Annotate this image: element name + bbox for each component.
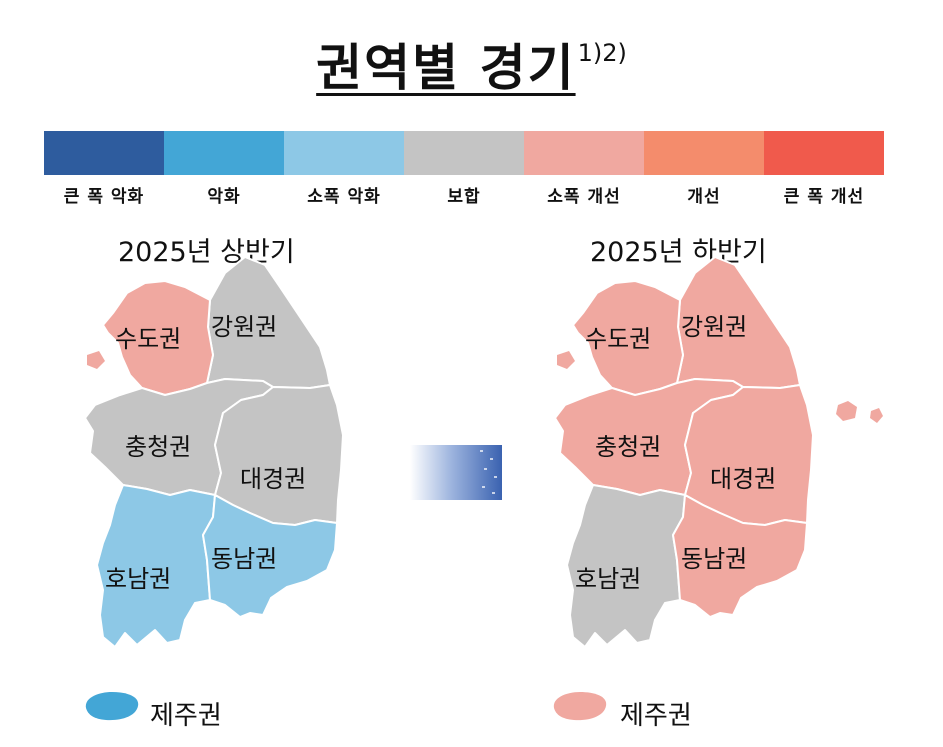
legend-label: 보합 bbox=[447, 187, 481, 207]
region-label-capital: 수도권 bbox=[585, 325, 651, 353]
legend-swatch-1 bbox=[164, 131, 284, 175]
region-label-daegyeong: 대경권 bbox=[710, 465, 776, 493]
title-text: 권역별 경기 bbox=[316, 39, 576, 97]
korea-map-second-half: 수도권 강원권 충청권 대경권 호남권 동남권 bbox=[554, 256, 883, 648]
legend-label: 큰 폭 개선 bbox=[783, 187, 865, 207]
region-daegyeong bbox=[684, 384, 814, 526]
island-ganghwa bbox=[557, 351, 575, 369]
region-label-capital: 수도권 bbox=[115, 325, 181, 353]
legend-swatch-2 bbox=[284, 131, 404, 175]
legend-label: 악화 bbox=[207, 187, 241, 207]
jeju-island-second-half bbox=[553, 692, 607, 721]
legend-labels: 큰 폭 악화 악화 소폭 악화 보합 소폭 개선 개선 큰 폭 개선 bbox=[44, 182, 884, 207]
region-label-honam: 호남권 bbox=[575, 565, 641, 593]
region-label-dongnam: 동남권 bbox=[681, 545, 747, 573]
region-label-gangwon: 강원권 bbox=[681, 313, 747, 341]
legend-swatch-4 bbox=[524, 131, 644, 175]
region-dongnam bbox=[672, 494, 808, 618]
legend-swatch-5 bbox=[644, 131, 764, 175]
legend-label: 소폭 악화 bbox=[307, 187, 381, 207]
region-label-dongnam: 동남권 bbox=[211, 545, 277, 573]
transition-arrow-icon bbox=[410, 445, 502, 500]
region-daegyeong bbox=[214, 384, 344, 526]
jeju-island-first-half bbox=[85, 692, 139, 721]
jeju-label-first-half: 제주권 bbox=[150, 701, 222, 731]
region-dongnam bbox=[202, 494, 338, 618]
map-title-first-half: 2025년 상반기 bbox=[118, 237, 295, 268]
page-title: 권역별 경기1)2) bbox=[0, 28, 943, 100]
legend-label: 소폭 개선 bbox=[547, 187, 621, 207]
region-label-daegyeong: 대경권 bbox=[240, 465, 306, 493]
legend-label: 개선 bbox=[687, 187, 721, 207]
island-ganghwa bbox=[87, 351, 105, 369]
legend-swatch-3 bbox=[404, 131, 524, 175]
legend-label: 큰 폭 악화 bbox=[63, 187, 145, 207]
region-label-honam: 호남권 bbox=[105, 565, 171, 593]
legend-color-bar bbox=[44, 131, 884, 175]
korea-map-first-half: 수도권 강원권 충청권 대경권 호남권 동남권 bbox=[84, 256, 344, 648]
island-ulleung bbox=[836, 401, 857, 421]
map-title-second-half: 2025년 하반기 bbox=[590, 237, 767, 268]
legend-swatch-6 bbox=[764, 131, 884, 175]
jeju-label-second-half: 제주권 bbox=[620, 701, 692, 731]
title-footnote: 1)2) bbox=[577, 39, 627, 67]
island-dokdo bbox=[870, 408, 883, 423]
legend-swatch-0 bbox=[44, 131, 164, 175]
region-label-gangwon: 강원권 bbox=[211, 313, 277, 341]
region-label-chungcheong: 충청권 bbox=[125, 433, 191, 461]
region-label-chungcheong: 충청권 bbox=[595, 433, 661, 461]
